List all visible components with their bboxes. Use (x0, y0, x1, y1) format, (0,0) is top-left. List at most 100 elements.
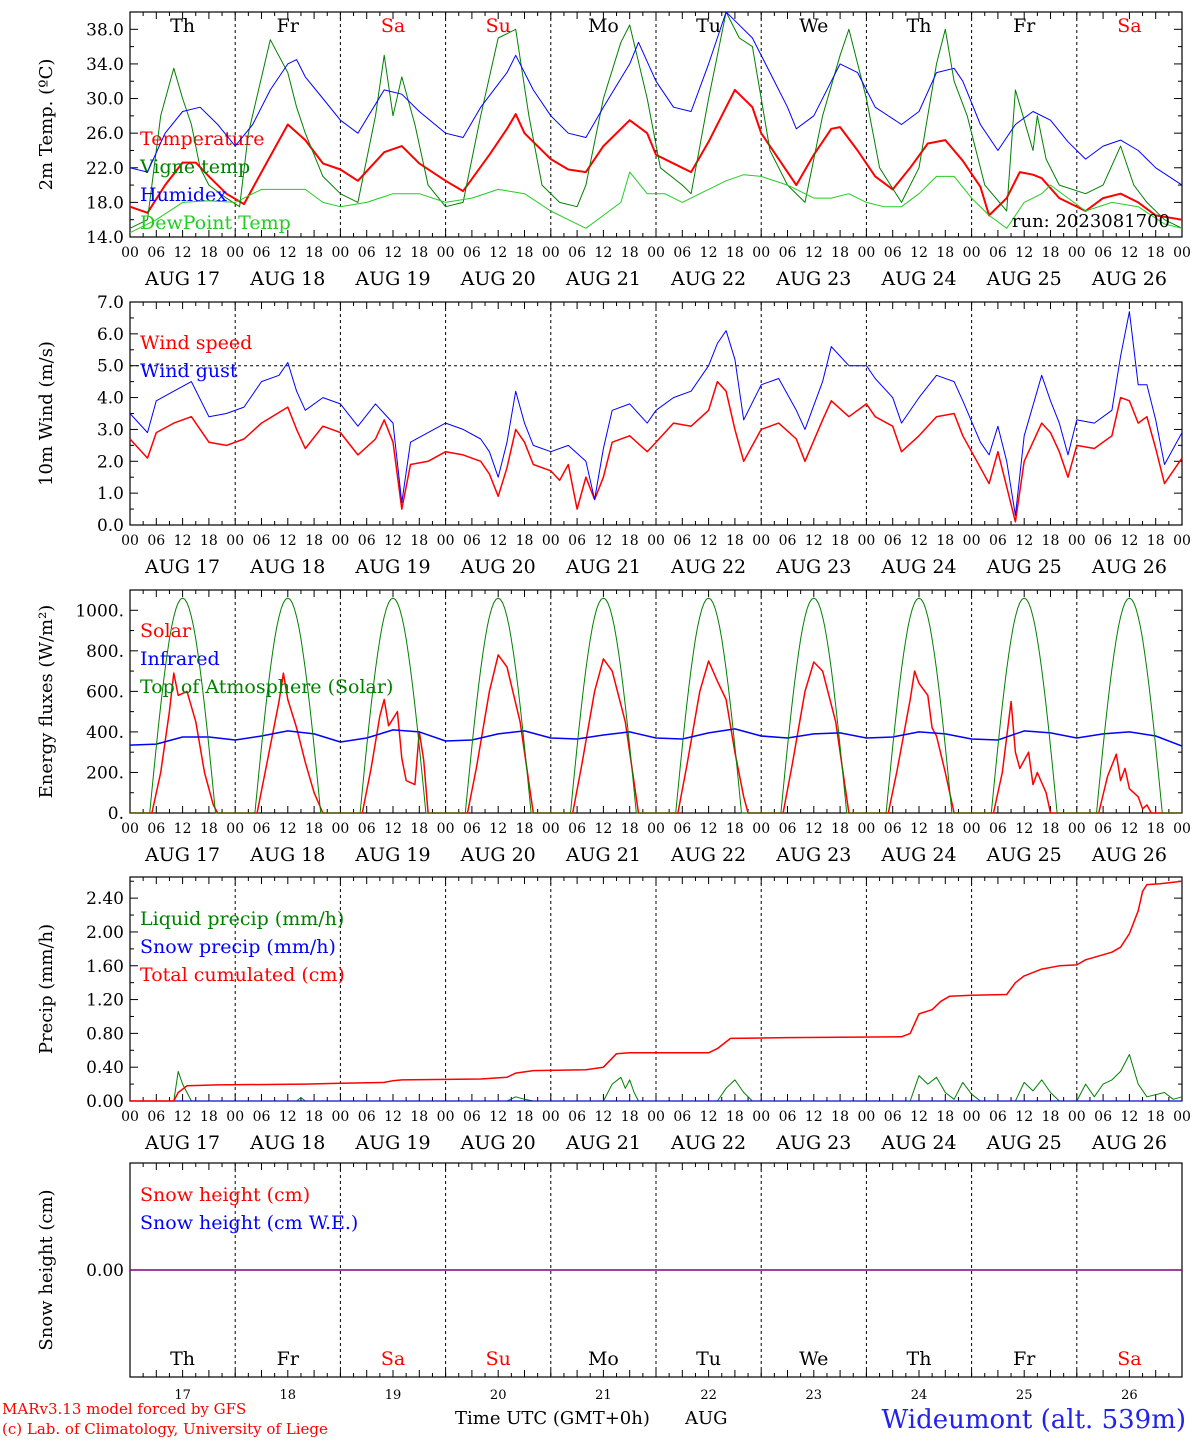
weekday-label: We (799, 1348, 828, 1370)
day-number-label: 22 (700, 1388, 717, 1403)
day-number-label: 25 (1016, 1388, 1033, 1403)
y-tick-label: 26.0 (86, 124, 124, 144)
x-hour-label: 12 (1015, 821, 1033, 837)
x-hour-label: 12 (1015, 245, 1033, 261)
x-hour-label: 00 (437, 1109, 455, 1125)
x-hour-label: 18 (200, 245, 218, 261)
day-number-label: 20 (490, 1388, 507, 1403)
x-hour-label: 06 (1094, 533, 1112, 549)
panel-precip: 2.40 2.00 1.60 1.20 0.80 0.40 0.00 Precip (mm/h… (36, 876, 1191, 1154)
x-hour-label: 18 (410, 1109, 428, 1125)
x-hour-label: 00 (331, 533, 349, 549)
y-tick-label: 30.0 (86, 90, 124, 110)
series-temperature-2 (129, 11, 1183, 186)
day-number-label: 21 (595, 1388, 612, 1403)
x-hour-label: 18 (831, 821, 849, 837)
x-hour-label: 18 (936, 821, 954, 837)
x-date-label: AUG 26 (1091, 1132, 1167, 1154)
x-hour-label: 12 (1120, 533, 1138, 549)
x-date-label: AUG 18 (249, 844, 325, 866)
x-date-label: AUG 26 (1091, 268, 1167, 290)
x-date-label: AUG 21 (565, 844, 641, 866)
day-number-label: 26 (1121, 1388, 1138, 1403)
y-tick-label: 1000. (75, 601, 124, 621)
x-date-label: AUG 20 (460, 268, 536, 290)
x-hour-label: 06 (358, 245, 376, 261)
y-tick-label: 38.0 (86, 20, 124, 40)
legend-entry: Total cumulated (cm) (140, 964, 345, 986)
x-hour-label: 00 (331, 245, 349, 261)
x-hour-label: 06 (358, 533, 376, 549)
x-hour-label: 18 (305, 245, 323, 261)
day-number-label: 18 (280, 1388, 297, 1403)
x-hour-label: 00 (226, 821, 244, 837)
x-hour-label: 00 (857, 1109, 875, 1125)
weekday-label: Th (170, 1348, 195, 1370)
x-hour-label: 06 (253, 245, 271, 261)
x-hour-label: 18 (305, 1109, 323, 1125)
x-hour-label: 00 (121, 821, 139, 837)
y-tick-label: 18.0 (86, 193, 124, 213)
x-date-label: AUG 23 (775, 268, 851, 290)
x-hour-label: 18 (621, 245, 639, 261)
y-tick-label: 4.0 (97, 389, 124, 409)
x-hour-label: 06 (673, 533, 691, 549)
x-hour-label: 18 (936, 245, 954, 261)
x-hour-label: 12 (174, 821, 192, 837)
y-axis-label: 10m Wind (m/s) (36, 341, 57, 486)
y-axis-label: Precip (mm/h) (36, 924, 57, 1054)
x-hour-label: 18 (516, 533, 534, 549)
x-date-label: AUG 24 (880, 1132, 956, 1154)
x-hour-label: 12 (489, 1109, 507, 1125)
x-hour-label: 00 (1173, 1109, 1191, 1125)
x-hour-label: 00 (857, 245, 875, 261)
x-hour-label: 00 (542, 533, 560, 549)
y-tick-label: 14.0 (86, 228, 124, 248)
x-hour-label: 06 (779, 1109, 797, 1125)
y-tick-label: 0.0 (97, 516, 124, 536)
weekday-label: Mo (588, 15, 619, 37)
y-tick-label: 0. (108, 804, 124, 824)
weekday-label: Fr (1013, 1348, 1036, 1370)
y-tick-label: 7.0 (97, 293, 124, 313)
x-hour-label: 18 (1042, 245, 1060, 261)
x-hour-label: 12 (910, 821, 928, 837)
x-hour-label: 06 (147, 821, 165, 837)
x-hour-label: 12 (700, 1109, 718, 1125)
x-date-label: AUG 22 (670, 556, 746, 578)
x-hour-label: 12 (805, 533, 823, 549)
series-temperature-0 (129, 88, 1183, 221)
x-hour-label: 06 (463, 821, 481, 837)
x-date-label: AUG 25 (986, 1132, 1062, 1154)
x-hour-label: 00 (1068, 245, 1086, 261)
x-hour-label: 18 (936, 533, 954, 549)
x-hour-label: 00 (752, 1109, 770, 1125)
x-hour-label: 12 (805, 1109, 823, 1125)
weekday-label: Fr (277, 15, 300, 37)
x-date-label: AUG 18 (249, 268, 325, 290)
legend-entry: Infrared (140, 648, 220, 670)
x-hour-label: 12 (279, 821, 297, 837)
day-number-label: 19 (385, 1388, 402, 1403)
x-hour-label: 12 (910, 1109, 928, 1125)
x-date-label: AUG 24 (880, 556, 956, 578)
weekday-label: Sa (381, 15, 405, 37)
x-date-label: AUG 25 (986, 556, 1062, 578)
x-hour-label: 06 (989, 533, 1007, 549)
x-hour-label: 06 (253, 533, 271, 549)
x-hour-label: 00 (647, 245, 665, 261)
x-hour-label: 00 (1173, 533, 1191, 549)
x-hour-label: 00 (1068, 1109, 1086, 1125)
x-hour-label: 00 (1173, 821, 1191, 837)
x-hour-label: 00 (1173, 245, 1191, 261)
x-hour-label: 12 (384, 245, 402, 261)
x-hour-label: 06 (989, 245, 1007, 261)
x-date-label: AUG 24 (880, 268, 956, 290)
y-tick-label: 1.60 (86, 957, 124, 977)
x-hour-label: 06 (884, 821, 902, 837)
x-hour-label: 18 (410, 533, 428, 549)
x-date-label: AUG 18 (249, 1132, 325, 1154)
x-hour-label: 18 (1147, 245, 1165, 261)
x-hour-label: 12 (1015, 533, 1033, 549)
x-hour-label: 00 (542, 245, 560, 261)
